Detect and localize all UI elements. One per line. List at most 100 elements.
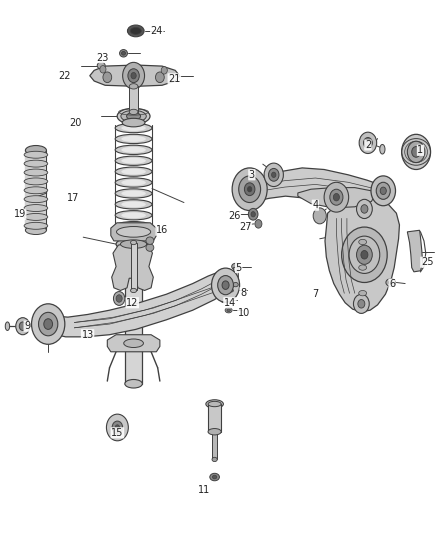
- Bar: [131, 243, 137, 290]
- Circle shape: [361, 251, 368, 259]
- Ellipse shape: [122, 118, 145, 127]
- Ellipse shape: [97, 62, 105, 69]
- Text: 4: 4: [312, 200, 318, 210]
- Circle shape: [16, 318, 30, 335]
- Ellipse shape: [115, 232, 152, 241]
- Text: 2: 2: [365, 140, 371, 150]
- Circle shape: [324, 182, 349, 212]
- Text: 1: 1: [417, 146, 424, 155]
- Ellipse shape: [120, 240, 147, 248]
- Polygon shape: [246, 168, 385, 204]
- Text: 7: 7: [312, 289, 318, 299]
- Ellipse shape: [125, 379, 142, 388]
- Ellipse shape: [129, 84, 138, 89]
- Bar: [208, 404, 221, 432]
- Ellipse shape: [24, 205, 48, 212]
- Circle shape: [342, 227, 387, 282]
- Polygon shape: [107, 335, 160, 352]
- Ellipse shape: [124, 339, 143, 348]
- Text: 10: 10: [238, 308, 250, 318]
- Circle shape: [371, 176, 396, 206]
- Ellipse shape: [24, 169, 48, 176]
- Circle shape: [123, 62, 145, 89]
- Text: 24: 24: [151, 26, 163, 36]
- Ellipse shape: [115, 134, 152, 143]
- Circle shape: [239, 176, 261, 203]
- Circle shape: [361, 205, 368, 213]
- Ellipse shape: [127, 112, 141, 120]
- Circle shape: [407, 141, 425, 163]
- Circle shape: [103, 72, 112, 83]
- Text: 21: 21: [168, 74, 180, 84]
- Text: 15: 15: [111, 428, 124, 438]
- Circle shape: [264, 163, 283, 187]
- Polygon shape: [112, 243, 153, 290]
- Ellipse shape: [359, 239, 367, 245]
- Ellipse shape: [146, 237, 154, 244]
- Ellipse shape: [121, 212, 146, 218]
- Circle shape: [161, 67, 167, 74]
- Circle shape: [115, 425, 120, 430]
- Circle shape: [155, 72, 164, 83]
- Circle shape: [222, 281, 229, 289]
- Ellipse shape: [125, 240, 142, 248]
- Ellipse shape: [121, 201, 146, 207]
- Ellipse shape: [5, 322, 10, 330]
- Ellipse shape: [115, 167, 152, 176]
- Circle shape: [349, 236, 380, 273]
- Circle shape: [358, 300, 365, 308]
- Text: 23: 23: [97, 53, 109, 62]
- Circle shape: [268, 168, 279, 181]
- Circle shape: [359, 132, 377, 154]
- Ellipse shape: [227, 287, 236, 294]
- Ellipse shape: [115, 145, 152, 155]
- Text: 22: 22: [59, 71, 71, 80]
- Circle shape: [380, 187, 386, 195]
- Circle shape: [232, 168, 267, 211]
- Ellipse shape: [127, 25, 144, 37]
- Text: 27: 27: [239, 222, 251, 231]
- Circle shape: [333, 193, 339, 201]
- Circle shape: [113, 292, 125, 305]
- Ellipse shape: [115, 156, 152, 165]
- Circle shape: [212, 268, 240, 302]
- Ellipse shape: [117, 108, 150, 124]
- Circle shape: [106, 414, 128, 441]
- Circle shape: [244, 183, 255, 196]
- Text: 3: 3: [249, 170, 255, 180]
- Circle shape: [364, 138, 372, 148]
- Ellipse shape: [121, 136, 146, 142]
- Circle shape: [376, 182, 390, 199]
- Circle shape: [128, 69, 139, 83]
- Bar: [125, 244, 142, 384]
- Ellipse shape: [24, 178, 48, 185]
- Circle shape: [19, 322, 26, 330]
- Circle shape: [39, 312, 58, 336]
- Ellipse shape: [229, 289, 233, 292]
- Ellipse shape: [380, 144, 385, 154]
- Bar: [233, 266, 238, 285]
- Ellipse shape: [121, 52, 125, 55]
- Ellipse shape: [212, 475, 217, 479]
- Ellipse shape: [115, 200, 152, 209]
- Text: 6: 6: [389, 279, 395, 289]
- Polygon shape: [111, 223, 156, 241]
- Ellipse shape: [233, 282, 238, 287]
- Bar: [212, 432, 217, 459]
- Ellipse shape: [115, 222, 152, 231]
- Ellipse shape: [120, 50, 127, 57]
- Text: 25: 25: [421, 257, 433, 267]
- Ellipse shape: [25, 226, 46, 235]
- Text: 8: 8: [240, 288, 246, 297]
- Circle shape: [412, 147, 420, 157]
- Ellipse shape: [227, 309, 230, 311]
- Ellipse shape: [115, 211, 152, 220]
- Text: 26: 26: [228, 211, 240, 221]
- Ellipse shape: [121, 180, 146, 185]
- Ellipse shape: [208, 401, 221, 407]
- Ellipse shape: [121, 110, 146, 122]
- Circle shape: [44, 319, 53, 329]
- Ellipse shape: [208, 429, 221, 435]
- Circle shape: [353, 294, 369, 313]
- Ellipse shape: [212, 457, 217, 462]
